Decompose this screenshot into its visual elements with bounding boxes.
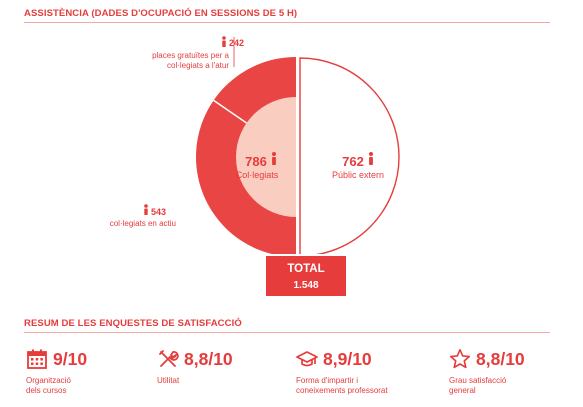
label-places-line2: col·legiats a l'atur [167, 61, 229, 70]
satisfaction-label-line2: general [449, 386, 476, 395]
total-box: TOTAL 1.548 [264, 254, 348, 298]
satisfaction-score: 9/10 [53, 348, 88, 369]
top-divider [24, 22, 550, 23]
satisfaction-label-line1: Grau satisfacció [449, 376, 507, 385]
satisfaction-label-line2: coneixements professorat [296, 386, 388, 395]
label-extern-value: 762 [342, 154, 364, 169]
person-icon [222, 36, 226, 47]
satisfaction-label-line1: Forma d'impartir i [296, 376, 358, 385]
attendance-chart: 242 places gratuïtes per a col·legiats a… [110, 36, 400, 257]
inner-disc-collegiats [236, 97, 296, 217]
total-value: 1.548 [293, 280, 319, 291]
calendar-icon [27, 349, 47, 369]
slice-separator [213, 99, 247, 124]
label-actiu-line1: col·legiats en actiu [110, 219, 176, 228]
total-label: TOTAL [287, 263, 325, 275]
satisfaction-item-utilitat: 8,8/10 Utilitat [157, 348, 233, 386]
label-places-line1: places gratuïtes per a [152, 51, 229, 60]
satisfaction-label-line2: dels cursos [26, 386, 67, 395]
satisfaction-score: 8,8/10 [184, 348, 233, 369]
satisfaction-section-title: RESUM DE LES ENQUESTES DE SATISFACCIÓ [24, 318, 242, 329]
satisfaction-score: 8,9/10 [323, 348, 372, 369]
graduation-cap-icon [296, 351, 318, 367]
satisfaction-item-satisfaccio: 8,8/10 Grau satisfacció general [449, 348, 525, 396]
satisfaction-item-professorat: 8,9/10 Forma d'impartir i coneixements p… [296, 348, 388, 396]
pie-slice-public-extern [299, 57, 400, 257]
person-icon [369, 152, 373, 165]
label-actiu-value: 543 [151, 207, 166, 217]
attendance-section-title: ASSISTÈNCIA (DADES D'OCUPACIÓ EN SESSION… [24, 8, 298, 19]
satisfaction-score: 8,8/10 [476, 348, 525, 369]
label-collegiats-name: Col·legiats [236, 170, 279, 180]
satisfaction-label-line1: Utilitat [157, 376, 180, 385]
satisfaction-item-organitzacio: 9/10 Organització dels cursos [26, 348, 87, 396]
satisfaction-label-line1: Organització [26, 376, 71, 385]
person-icon [272, 152, 276, 165]
label-places-value: 242 [229, 38, 244, 48]
bottom-divider [24, 332, 550, 333]
star-icon [449, 349, 471, 369]
label-collegiats-value: 786 [245, 154, 267, 169]
label-extern-name: Públic extern [332, 170, 384, 180]
person-icon [144, 204, 148, 215]
tools-icon [159, 350, 179, 367]
